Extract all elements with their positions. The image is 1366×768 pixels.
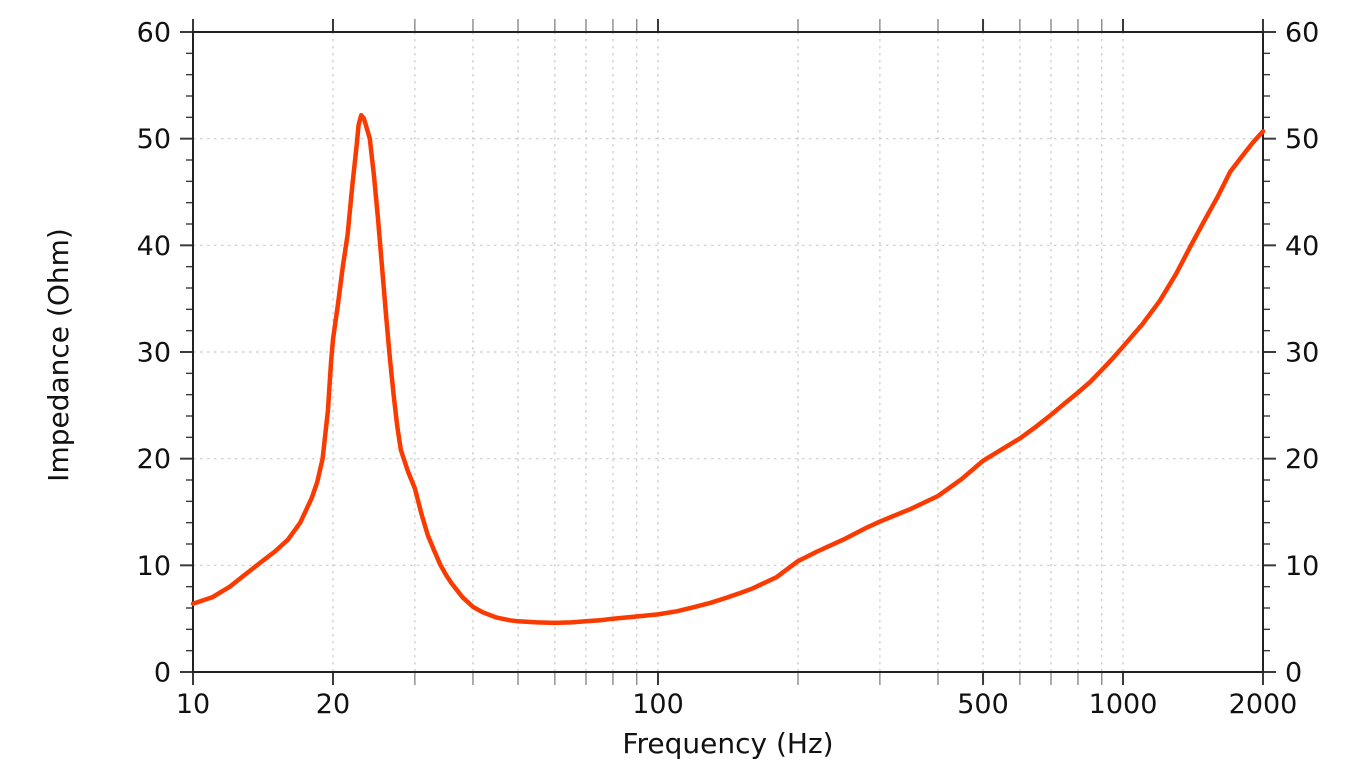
y-tick-label-right: 0	[1285, 658, 1302, 689]
impedance-curve-path	[190, 112, 1266, 626]
y-tick-label-left: 40	[137, 231, 171, 262]
y-tick-label-left: 50	[137, 124, 171, 155]
y-tick-label-left: 20	[137, 444, 171, 475]
y-tick-label-right: 10	[1285, 551, 1319, 582]
x-tick-label: 500	[957, 689, 1009, 720]
y-tick-label-left: 60	[137, 18, 171, 49]
y-tick-label-right: 30	[1285, 338, 1319, 369]
x-tick-label: 10	[176, 689, 210, 720]
y-tick-label-right: 40	[1285, 231, 1319, 262]
plot-border	[192, 31, 1264, 673]
x-tick-label: 1000	[1089, 689, 1158, 720]
y-axis-title: Impedance (Ohm)	[42, 228, 75, 482]
y-tick-label-right: 20	[1285, 444, 1319, 475]
y-tick-label-left: 10	[137, 551, 171, 582]
y-tick-label-left: 30	[137, 338, 171, 369]
y-axis-tick-labels-right: 0 10 20 30 40 50 60	[1285, 18, 1319, 689]
y-axis-tick-labels-left: 0 10 20 30 40 50 60	[137, 18, 171, 689]
x-axis-title: Frequency (Hz)	[622, 727, 833, 760]
x-tick-label: 20	[316, 689, 350, 720]
x-tick-label: 100	[632, 689, 684, 720]
gridlines	[193, 32, 1263, 672]
plot-frame	[192, 31, 1264, 673]
x-tick-label: 2000	[1229, 689, 1298, 720]
y-tick-label-left: 0	[154, 658, 171, 689]
y-tick-label-right: 50	[1285, 124, 1319, 155]
y-tick-label-right: 60	[1285, 18, 1319, 49]
axis-ticks	[180, 19, 1276, 685]
x-axis-tick-labels: 10 20 100 500 1000 2000	[176, 689, 1298, 720]
impedance-curve	[190, 112, 1266, 626]
